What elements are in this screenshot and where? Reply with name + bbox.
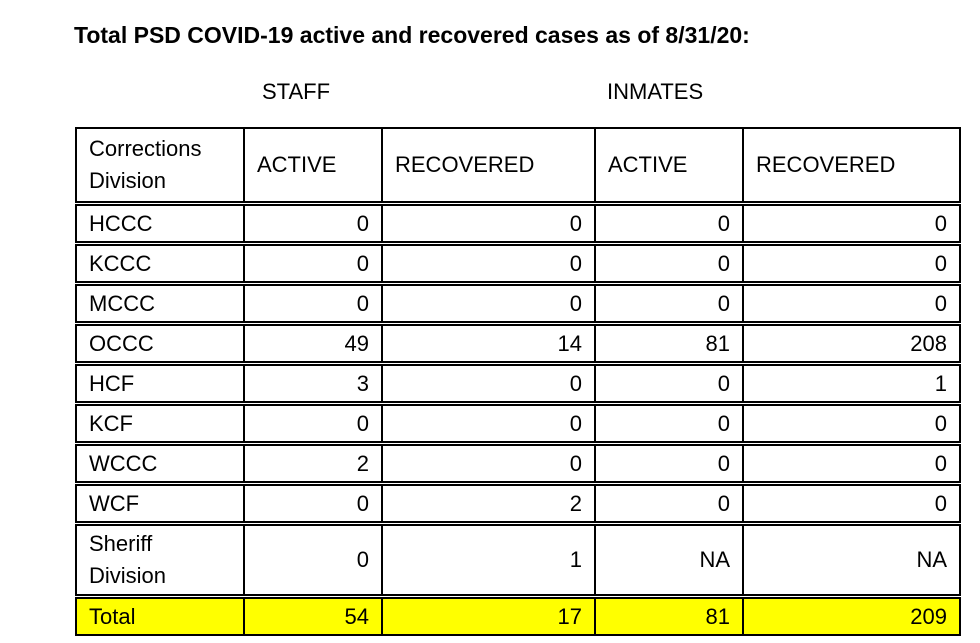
cell-inmates-active: 0 (594, 484, 744, 523)
row-label-cell: MCCC (75, 284, 245, 323)
cell-staff-active: 2 (243, 444, 383, 483)
column-header-inmates-active: ACTIVE (594, 127, 744, 203)
total-label-cell: Total (75, 597, 245, 636)
cell-staff-active: 0 (243, 244, 383, 283)
row-label-cell: KCF (75, 404, 245, 443)
cell-inmates-recovered: 1 (742, 364, 961, 403)
row-label: OCCC (89, 330, 154, 356)
row-label: KCCC (89, 250, 152, 276)
cell-staff-recovered: 1 (381, 524, 596, 596)
cell-staff-recovered: 0 (381, 244, 596, 283)
table-header-row: Corrections Division ACTIVE RECOVERED AC… (75, 127, 961, 203)
table-row-wccc: WCCC 2 0 0 0 (75, 444, 961, 483)
cell-inmates-active: 0 (594, 444, 744, 483)
total-inmates-active: 81 (594, 597, 744, 636)
cell-staff-recovered: 0 (381, 364, 596, 403)
cell-inmates-active: 0 (594, 364, 744, 403)
cell-inmates-recovered: 0 (742, 284, 961, 323)
table-row-hccc: HCCC 0 0 0 0 (75, 204, 961, 243)
cell-staff-recovered: 0 (381, 204, 596, 243)
column-header-staff-recovered: RECOVERED (381, 127, 596, 203)
page-title: Total PSD COVID-19 active and recovered … (74, 22, 750, 48)
cell-inmates-recovered: 0 (742, 484, 961, 523)
corner-header-label: Corrections Division (89, 136, 202, 193)
row-label-cell: WCF (75, 484, 245, 523)
row-label: HCCC (89, 210, 153, 236)
column-header-inmates-recovered: RECOVERED (742, 127, 961, 203)
row-label: Sheriff Division (89, 531, 167, 588)
cell-inmates-recovered: 0 (742, 404, 961, 443)
row-label: MCCC (89, 290, 155, 316)
cell-staff-active: 0 (243, 404, 383, 443)
table-row-occc: OCCC 49 14 81 208 (75, 324, 961, 363)
row-label-cell: WCCC (75, 444, 245, 483)
table-row-kcf: KCF 0 0 0 0 (75, 404, 961, 443)
cell-inmates-recovered: NA (742, 524, 961, 596)
covid-cases-table: Corrections Division ACTIVE RECOVERED AC… (75, 127, 961, 636)
cell-staff-recovered: 14 (381, 324, 596, 363)
cell-staff-recovered: 0 (381, 284, 596, 323)
table-row-wcf: WCF 0 2 0 0 (75, 484, 961, 523)
cell-staff-active: 0 (243, 204, 383, 243)
group-header-staff: STAFF (262, 79, 331, 104)
cell-inmates-recovered: 208 (742, 324, 961, 363)
total-label: Total (89, 603, 136, 629)
cell-inmates-recovered: 0 (742, 444, 961, 483)
cell-inmates-active: 81 (594, 324, 744, 363)
total-inmates-recovered: 209 (742, 597, 961, 636)
cell-staff-active: 0 (243, 524, 383, 596)
cell-inmates-active: 0 (594, 404, 744, 443)
row-label: HCF (89, 370, 135, 396)
row-label-cell: OCCC (75, 324, 245, 363)
cell-staff-recovered: 0 (381, 444, 596, 483)
column-header-staff-active: ACTIVE (243, 127, 383, 203)
cell-staff-recovered: 2 (381, 484, 596, 523)
table-row-sheriff-division: Sheriff Division 0 1 NA NA (75, 524, 961, 596)
cell-staff-active: 3 (243, 364, 383, 403)
cell-staff-active: 49 (243, 324, 383, 363)
row-label: WCF (89, 490, 140, 516)
cell-staff-recovered: 0 (381, 404, 596, 443)
cell-inmates-recovered: 0 (742, 204, 961, 243)
row-label-cell: HCF (75, 364, 245, 403)
cell-inmates-recovered: 0 (742, 244, 961, 283)
table-row-kccc: KCCC 0 0 0 0 (75, 244, 961, 283)
row-label-cell: KCCC (75, 244, 245, 283)
cell-staff-active: 0 (243, 484, 383, 523)
cell-inmates-active: NA (594, 524, 744, 596)
corner-header-cell: Corrections Division (75, 127, 245, 203)
table-row-hcf: HCF 3 0 0 1 (75, 364, 961, 403)
group-header-inmates: INMATES (607, 79, 704, 104)
row-label: KCF (89, 410, 133, 436)
total-staff-active: 54 (243, 597, 383, 636)
cell-inmates-active: 0 (594, 244, 744, 283)
cell-inmates-active: 0 (594, 284, 744, 323)
row-label-cell: HCCC (75, 204, 245, 243)
row-label: WCCC (89, 450, 158, 476)
table-row-total: Total 54 17 81 209 (75, 597, 961, 636)
cell-inmates-active: 0 (594, 204, 744, 243)
table-row-mccc: MCCC 0 0 0 0 (75, 284, 961, 323)
total-staff-recovered: 17 (381, 597, 596, 636)
row-label-cell: Sheriff Division (75, 524, 245, 596)
cell-staff-active: 0 (243, 284, 383, 323)
